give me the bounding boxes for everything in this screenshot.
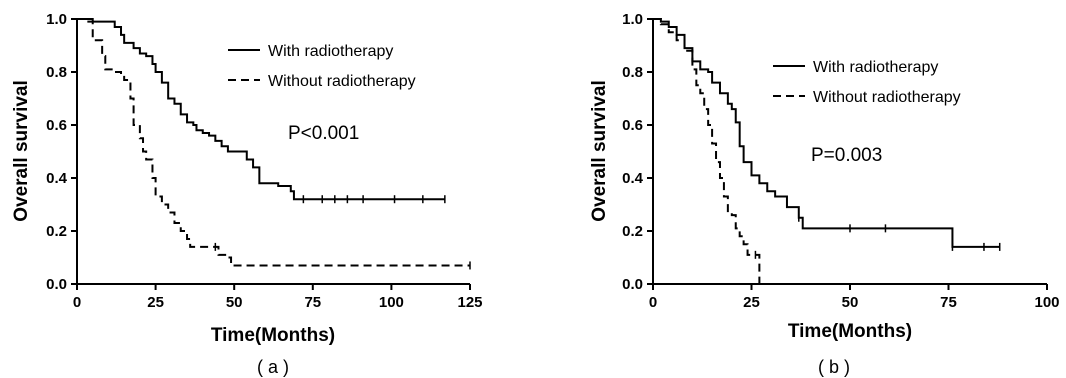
x-tick-label: 25 <box>743 294 760 311</box>
x-tick-label: 75 <box>940 294 957 311</box>
x-tick-label: 75 <box>304 294 321 311</box>
y-tick-label: 0.4 <box>622 170 644 187</box>
y-tick-label: 0.0 <box>622 276 643 293</box>
y-axis-title: Overall survival <box>11 80 32 222</box>
y-tick-label: 1.0 <box>622 11 643 28</box>
x-tick-label: 0 <box>649 294 657 311</box>
y-tick-label: 0.4 <box>46 170 68 187</box>
x-axis-title: Time(Months) <box>788 321 912 342</box>
x-tick-label: 50 <box>226 294 243 311</box>
panel-label: ( b ) <box>818 357 850 377</box>
survival-curve-with <box>77 18 445 201</box>
legend: With radiotherapy Without radiotherapy <box>773 59 961 106</box>
x-axis-title: Time(Months) <box>211 325 335 346</box>
p-value-annotation: P=0.003 <box>811 145 882 166</box>
x-tick-label: 100 <box>379 294 404 311</box>
y-tick-label: 0.6 <box>622 117 643 134</box>
legend-entry-label: Without radiotherapy <box>813 89 961 106</box>
survival-curve-with <box>653 18 1000 248</box>
y-tick-label: 0.2 <box>46 223 67 240</box>
survival-curve-without <box>653 18 761 284</box>
p-value-annotation: P<0.001 <box>288 123 359 144</box>
chart-panel-a: 0.0 0.2 0.4 0.6 0.8 1.0 0 25 50 75 100 125 Time(Mon… <box>11 11 483 377</box>
chart-panel-b: 0.0 0.2 0.4 0.6 0.8 1.0 0 25 50 75 100 Time(Months… <box>589 11 1060 377</box>
legend-entry-label: Without radiotherapy <box>268 73 416 90</box>
y-tick-label: 0.0 <box>46 276 67 293</box>
legend-entry-label: With radiotherapy <box>268 43 393 60</box>
survival-curve-without <box>77 18 470 267</box>
x-tick-label: 100 <box>1034 294 1059 311</box>
y-axis-title: Overall survival <box>589 80 610 222</box>
y-tick-label: 1.0 <box>46 11 67 28</box>
panel-label: ( a ) <box>257 357 289 377</box>
legend-entry-label: With radiotherapy <box>813 59 938 76</box>
x-tick-label: 25 <box>147 294 164 311</box>
x-tick-label: 0 <box>73 294 81 311</box>
y-tick-label: 0.2 <box>622 223 643 240</box>
plot-area: 0.0 0.2 0.4 0.6 0.8 1.0 0 25 50 75 100 <box>622 11 1059 311</box>
x-tick-label: 50 <box>842 294 859 311</box>
plot-area: 0.0 0.2 0.4 0.6 0.8 1.0 0 25 50 75 100 125 <box>46 11 482 311</box>
y-tick-label: 0.6 <box>46 117 67 134</box>
legend: With radiotherapy Without radiotherapy <box>228 43 416 90</box>
y-tick-label: 0.8 <box>622 64 643 81</box>
x-tick-label: 125 <box>457 294 482 311</box>
y-tick-label: 0.8 <box>46 64 67 81</box>
